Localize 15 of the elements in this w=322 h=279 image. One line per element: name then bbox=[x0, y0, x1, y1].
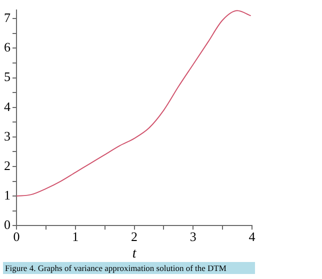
x-tick-label: 2 bbox=[131, 228, 138, 244]
y-tick-label: 2 bbox=[4, 158, 10, 173]
y-tick-label: 0 bbox=[4, 217, 10, 232]
x-tick-label: 4 bbox=[248, 228, 256, 244]
y-tick-label: 1 bbox=[4, 187, 10, 202]
caption: Figure 4. Graphs of variance approximation solution of the DTM bbox=[3, 262, 255, 274]
y-tick-label: 6 bbox=[4, 40, 11, 55]
y-tick-label: 5 bbox=[4, 69, 10, 84]
y-tick-label: 3 bbox=[4, 128, 10, 144]
line-series bbox=[16, 10, 252, 197]
y-tick-label: 4 bbox=[4, 98, 11, 114]
x-tick-label: 1 bbox=[72, 228, 79, 244]
x-axis-title: t bbox=[132, 246, 138, 262]
y-tick-label: 7 bbox=[4, 10, 11, 26]
x-tick-label: 3 bbox=[190, 228, 196, 244]
